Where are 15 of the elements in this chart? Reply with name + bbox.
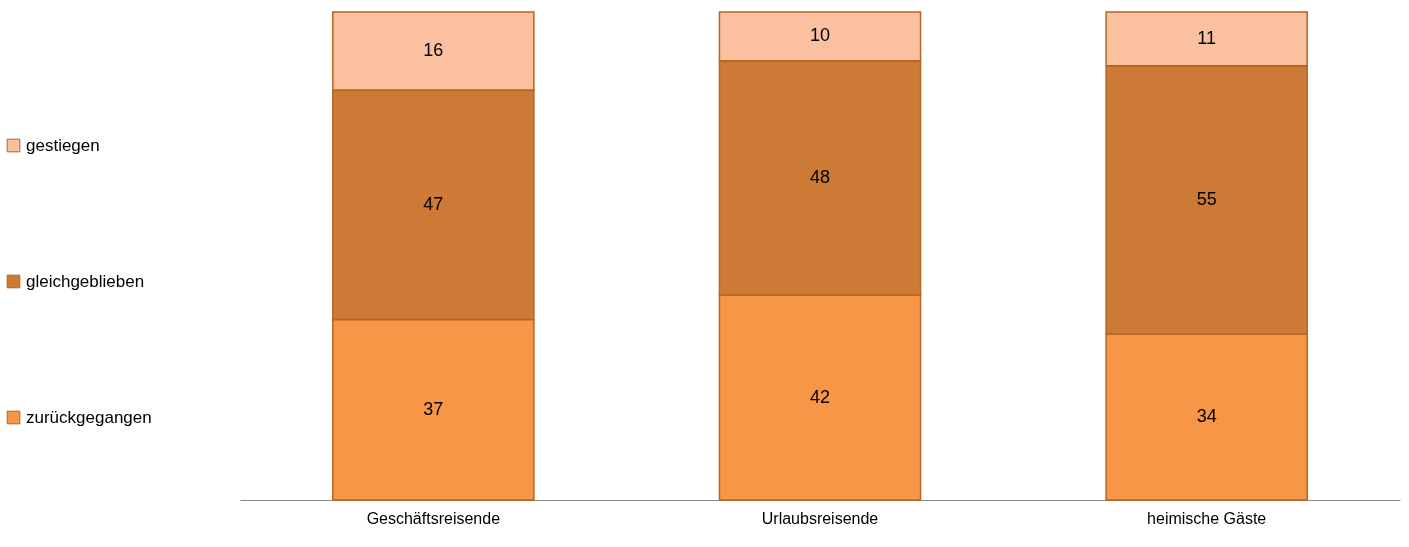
data-label: 55: [1196, 188, 1217, 209]
data-label: 11: [1197, 27, 1217, 48]
legend-label: zurückgegangen: [26, 407, 152, 427]
x-tick-label: Geschäftsreisende: [366, 509, 501, 527]
data-label: 10: [809, 25, 831, 46]
x-tick-label: heimische Gäste: [1147, 509, 1267, 527]
x-tick-label: Urlaubsreisende: [761, 509, 879, 527]
data-label: 48: [809, 166, 831, 187]
legend-label: gleichgeblieben: [26, 271, 145, 291]
data-label: 42: [809, 386, 831, 407]
data-label: 37: [423, 398, 444, 419]
data-label: 16: [423, 40, 444, 61]
data-label: 47: [423, 193, 444, 214]
data-label: 34: [1196, 406, 1217, 427]
legend-label: gestiegen: [26, 135, 100, 155]
